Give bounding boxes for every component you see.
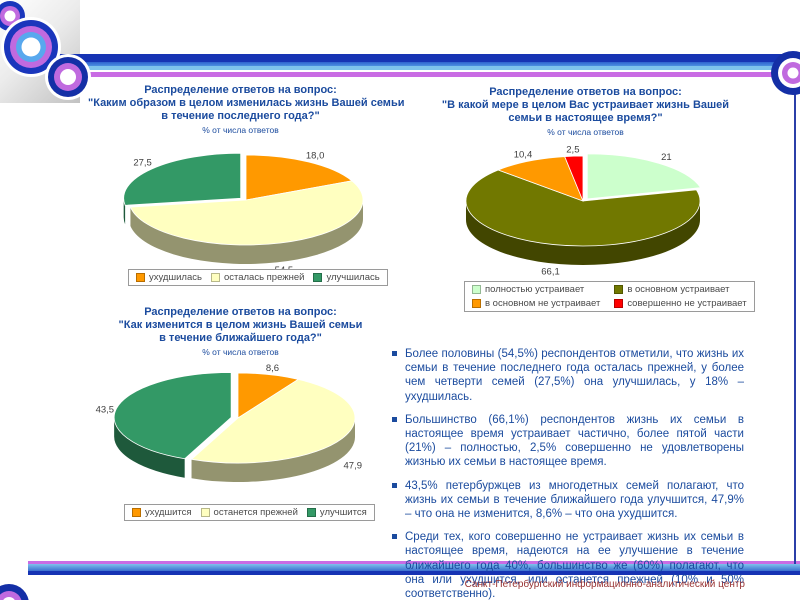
legend-label: осталась прежней <box>223 272 305 283</box>
pie-value-label: 2,5 <box>566 145 579 156</box>
pie-slice <box>497 156 584 202</box>
legend-swatch-icon <box>210 273 220 282</box>
legend-swatch-icon <box>472 285 481 294</box>
chart1-title-line2: "Каким образом в целом изменилась жизнь … <box>88 97 405 109</box>
pie-slice <box>564 155 584 202</box>
pie-slice <box>123 152 242 206</box>
chart3-subtitle: % от числа ответов <box>202 347 279 357</box>
legend-swatch-icon <box>614 299 624 308</box>
bullet-item: Большинство (66,1%) респондентов жизнь и… <box>392 413 744 470</box>
legend-item: в основном устраивает <box>614 284 746 295</box>
bullet-square-icon <box>392 351 397 356</box>
pie-chart-family-life-change-past-year: 18,054,527,5 <box>123 151 364 276</box>
chart2-title: Распределение ответов на вопрос: "В како… <box>433 86 738 139</box>
legend-item: осталась прежней <box>210 272 305 283</box>
legend-swatch-icon <box>200 508 210 517</box>
legend-item: останется прежней <box>200 507 298 518</box>
legend-item: совершенно не устраивает <box>614 298 747 309</box>
legend-label: улучшится <box>319 507 367 518</box>
pie-value-label: 66,1 <box>541 267 560 278</box>
legend-swatch-icon <box>472 299 481 308</box>
legend-swatch-icon <box>132 508 141 517</box>
pie-slice-side <box>466 201 700 265</box>
chart2-subtitle: % от числа ответов <box>547 127 624 137</box>
bullet-text: Среди тех, кого совершенно не устраивает… <box>405 531 744 600</box>
pie-chart-family-life-change-next-year: 8,6 47,9 43,5 <box>96 363 363 482</box>
pie-value-label: 10,4 <box>514 150 533 161</box>
legend-chart1: ухудшилась осталась прежней улучшилась <box>128 269 388 286</box>
pie-slice <box>113 372 232 460</box>
legend-item: улучшилась <box>313 272 380 283</box>
bullet-text: Более половины (54,5%) респондентов отме… <box>405 348 744 403</box>
pie-slice <box>245 154 353 201</box>
legend-label: полностью устраивает <box>485 284 585 295</box>
decor-circle-top-right <box>771 51 800 95</box>
legend-label: улучшилась <box>326 272 380 283</box>
chart2-title-line1: Распределение ответов на вопрос: <box>489 86 682 98</box>
legend-swatch-icon <box>614 285 624 294</box>
bullet-square-icon <box>392 534 397 540</box>
legend-item: ухудшилась <box>136 272 202 283</box>
legend-label: ухудшилась <box>149 272 202 283</box>
chart1-title-line3: в течение последнего года?" <box>161 110 320 122</box>
bullet-text: Большинство (66,1%) респондентов жизнь и… <box>405 413 744 469</box>
chart1-subtitle: % от числа ответов <box>202 125 279 135</box>
pie-value-label: 27,5 <box>133 158 152 169</box>
pie-slice <box>190 378 356 464</box>
decor-bottom-stripes <box>28 561 800 575</box>
bullet-item: Более половины (54,5%) респондентов отме… <box>392 347 744 404</box>
pie-value-label: 47,9 <box>344 461 363 472</box>
pie-slice-side <box>130 200 363 265</box>
legend-label: останется прежней <box>213 507 298 518</box>
chart3-title-line2: "Как изменится в целом жизнь Вашей семьи <box>118 319 363 331</box>
chart3-title-line3: в течение ближайшего года?" <box>159 332 322 344</box>
footer-organization-name: Санкт-Петербургский информационно-аналит… <box>464 579 745 590</box>
legend-item: ухудшится <box>132 507 192 518</box>
legend-label: совершенно не устраивает <box>627 298 747 309</box>
chart3-title-line1: Распределение ответов на вопрос: <box>144 306 337 318</box>
pie-value-label: 18,0 <box>306 151 325 162</box>
chart3-title: Распределение ответов на вопрос: "Как из… <box>88 306 393 359</box>
legend-swatch-icon <box>313 273 323 282</box>
bullet-item: 43,5% петербуржцев из многодетных семей … <box>392 479 744 522</box>
bullet-square-icon <box>392 416 397 422</box>
chart1-title-line1: Распределение ответов на вопрос: <box>144 84 337 96</box>
legend-item: полностью устраивает <box>472 284 600 295</box>
legend-label: в основном устраивает <box>627 284 730 295</box>
pie-slice <box>465 169 701 247</box>
decor-top-stripes <box>58 54 800 77</box>
pie-slice <box>586 153 702 200</box>
pie-slice <box>129 180 364 246</box>
pie-chart-family-life-satisfaction: 21 66,1 10,4 2,5 <box>465 145 702 278</box>
legend-label: в основном не устраивает <box>485 298 601 309</box>
legend-swatch-icon <box>306 508 316 517</box>
decor-right-border-line <box>794 90 796 564</box>
bullet-text: 43,5% петербуржцев из многодетных семей … <box>405 479 744 521</box>
legend-chart3: ухудшится останется прежней улучшится <box>124 504 375 521</box>
pie-value-label: 43,5 <box>96 404 115 415</box>
legend-chart2: полностью устраивает в основном устраивае… <box>464 281 755 312</box>
legend-item: в основном не устраивает <box>472 298 600 309</box>
decor-circles-top-left <box>0 1 91 100</box>
pie-slice-side <box>191 418 355 482</box>
chart2-title-line2: "В какой мере в целом Вас устраивает жиз… <box>441 99 730 111</box>
pie-value-label: 21 <box>661 152 672 163</box>
chart2-title-line3: семьи в настоящее время?" <box>508 112 663 124</box>
legend-item: улучшится <box>306 507 367 518</box>
pie-slice-side <box>114 417 185 478</box>
bullet-item: Среди тех, кого совершенно не устраивает… <box>392 530 744 600</box>
summary-bullet-list: Более половины (54,5%) респондентов отме… <box>392 347 744 600</box>
bullet-square-icon <box>392 482 397 488</box>
legend-swatch-icon <box>136 273 145 282</box>
chart1-title: Распределение ответов на вопрос: "Каким … <box>88 84 405 137</box>
pie-value-label: 8,6 <box>266 363 279 374</box>
decor-circle-bottom-left <box>0 584 29 600</box>
legend-label: ухудшится <box>145 507 192 518</box>
